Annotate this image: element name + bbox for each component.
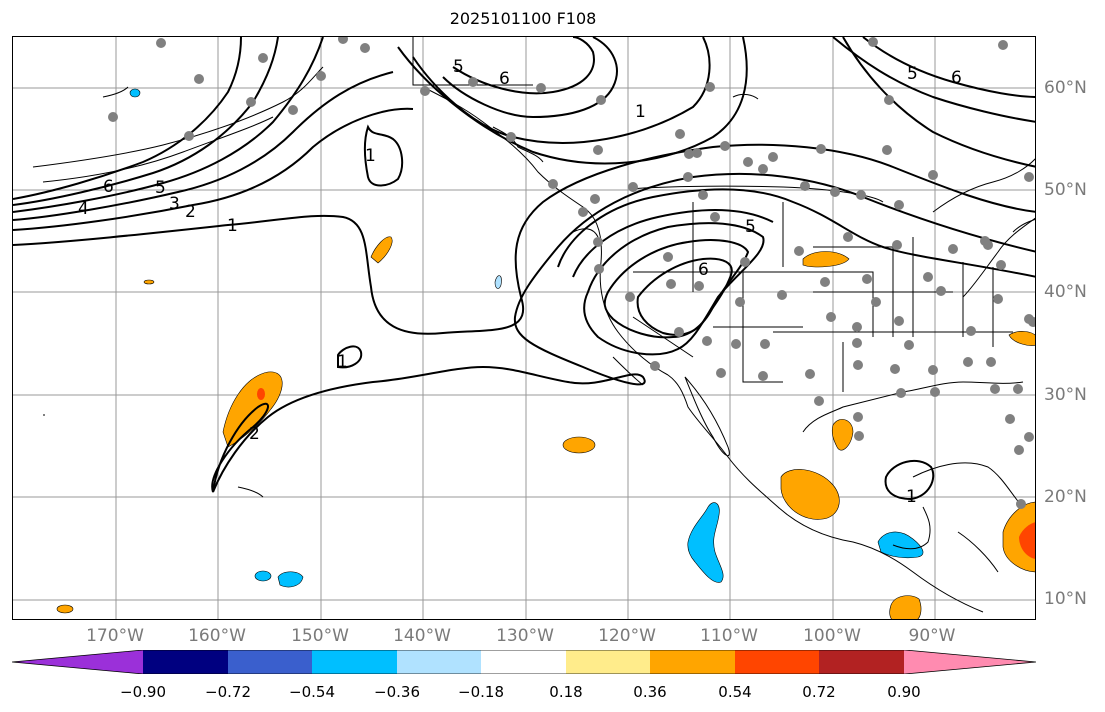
map-canvas: 1 2 3 4 5 6 6 5 6 5 1 5 6 1 1 2 1 [13,37,1035,619]
lon-label: 120°W [598,626,656,646]
colorbar-tick: −0.72 [205,683,251,701]
contour-label-5: 5 [155,178,166,198]
lat-label: 30°N [1044,385,1087,405]
colorbar-tick: −0.54 [289,683,335,701]
colorbar-segment [650,650,735,674]
coastlines [32,37,1035,613]
lon-label: 170°W [86,626,144,646]
lon-label: 150°W [291,626,349,646]
lon-label: 130°W [496,626,554,646]
colorbar-tick: 0.36 [633,683,667,701]
lon-label: 140°W [393,626,451,646]
colorbar-segment [819,650,904,674]
contour-label-2-hawaii: 2 [249,424,260,444]
anomaly-shading [56,88,1035,619]
lon-label: 110°W [700,626,758,646]
lon-label: 160°W [188,626,246,646]
contour-label-3: 3 [169,194,180,214]
colorbar-tick: 0.72 [802,683,836,701]
colorbar-segment [397,650,481,674]
lat-label: 50°N [1044,180,1087,200]
colorbar-segment [481,650,566,674]
colorbar-segment [312,650,397,674]
contour-label-2: 2 [185,202,196,222]
contours [13,37,1035,501]
contour-label-5-ne: 5 [907,64,918,84]
colorbar-tick: 0.54 [718,683,752,701]
colorbar-extend-max [904,650,1036,674]
colorbar-tick: −0.90 [120,683,166,701]
contour-label-6: 6 [103,177,114,197]
lat-label: 40°N [1044,282,1087,302]
colorbar-extend-min [12,650,143,674]
lat-label: 60°N [1044,78,1087,98]
colorbar-segment [228,650,312,674]
contour-labels: 1 2 3 4 5 6 6 5 6 5 1 5 6 1 1 2 1 [78,57,962,507]
contour-label-1-gulf: 1 [906,487,917,507]
colorbar-segment [566,650,650,674]
lat-label: 10°N [1044,589,1087,609]
contour-label-5-west: 5 [745,217,756,237]
contour-label-5-north: 5 [453,57,464,77]
lon-label: 100°W [803,626,861,646]
contour-label-1-pacific: 1 [365,146,376,166]
colorbar-tick: 0.18 [549,683,583,701]
contour-label-1-south: 1 [337,352,348,372]
colorbar-tick: 0.90 [887,683,921,701]
contour-label-4: 4 [78,199,89,219]
colorbar-segment [143,650,228,674]
gridlines [13,37,1035,619]
contour-label-1: 1 [227,216,238,236]
colorbar [12,650,1036,674]
contour-label-1-north: 1 [635,102,646,122]
colorbar-segment [735,650,819,674]
colorbar-tick: −0.36 [374,683,420,701]
contour-label-6-ne: 6 [951,68,962,88]
contour-label-6-north: 6 [499,69,510,89]
lat-label: 20°N [1044,487,1087,507]
contour-label-6-west: 6 [698,260,709,280]
map-title: 2025101100 F108 [449,9,597,28]
station-dots [108,37,1035,509]
lon-label: 90°W [908,626,956,646]
colorbar-segments [12,650,1036,674]
colorbar-tick: −0.18 [458,683,504,701]
map-panel[interactable]: 1 2 3 4 5 6 6 5 6 5 1 5 6 1 1 2 1 [12,36,1036,620]
